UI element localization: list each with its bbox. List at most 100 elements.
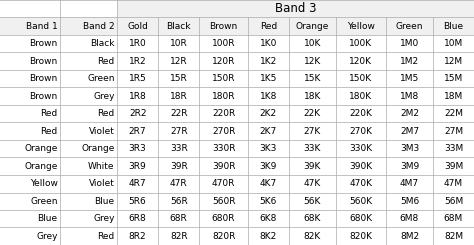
Text: 10R: 10R (170, 39, 188, 48)
Text: 3K9: 3K9 (260, 162, 277, 171)
Text: 18R: 18R (170, 92, 188, 101)
Text: Black: Black (90, 39, 115, 48)
Text: Yellow: Yellow (30, 179, 58, 188)
Text: 270R: 270R (212, 127, 235, 136)
Text: 470R: 470R (212, 179, 235, 188)
Text: 2M2: 2M2 (400, 109, 419, 118)
Text: 82M: 82M (444, 232, 463, 241)
Text: Violet: Violet (89, 179, 115, 188)
Text: 68M: 68M (444, 214, 463, 223)
Text: Brown: Brown (29, 57, 58, 66)
Text: 4K7: 4K7 (260, 179, 277, 188)
Text: 390K: 390K (349, 162, 373, 171)
Text: 5M6: 5M6 (400, 197, 419, 206)
Text: 82R: 82R (170, 232, 188, 241)
Text: 39M: 39M (444, 162, 463, 171)
Text: Grey: Grey (36, 232, 58, 241)
Text: 12M: 12M (444, 57, 463, 66)
Text: 8K2: 8K2 (260, 232, 277, 241)
Text: 560K: 560K (349, 197, 373, 206)
Text: 6R8: 6R8 (129, 214, 146, 223)
Text: 33K: 33K (304, 144, 321, 153)
Text: 15M: 15M (444, 74, 463, 83)
Text: 8R2: 8R2 (129, 232, 146, 241)
Bar (117, 0, 474, 17)
Text: 5R6: 5R6 (129, 197, 146, 206)
Text: 1M0: 1M0 (400, 39, 419, 48)
Text: 1K8: 1K8 (260, 92, 277, 101)
Text: 330R: 330R (212, 144, 235, 153)
Text: Grey: Grey (93, 92, 115, 101)
Text: 470K: 470K (349, 179, 373, 188)
Text: Blue: Blue (37, 214, 58, 223)
Text: 22R: 22R (170, 109, 188, 118)
Text: Band 2: Band 2 (83, 22, 115, 31)
Text: 18M: 18M (444, 92, 463, 101)
Text: 1R2: 1R2 (129, 57, 146, 66)
Text: 100K: 100K (349, 39, 373, 48)
Text: Red: Red (40, 109, 58, 118)
Text: 15R: 15R (170, 74, 188, 83)
Text: 3M9: 3M9 (400, 162, 419, 171)
Text: 47K: 47K (304, 179, 321, 188)
Text: 6K8: 6K8 (260, 214, 277, 223)
Text: 22K: 22K (304, 109, 321, 118)
Text: 560R: 560R (212, 197, 235, 206)
Text: Orange: Orange (82, 144, 115, 153)
Text: Red: Red (40, 127, 58, 136)
Text: 1K5: 1K5 (260, 74, 277, 83)
Text: 56R: 56R (170, 197, 188, 206)
Text: Orange: Orange (24, 144, 58, 153)
Text: 180R: 180R (212, 92, 235, 101)
Text: 56K: 56K (304, 197, 321, 206)
Text: Yellow: Yellow (347, 22, 375, 31)
Text: Violet: Violet (89, 127, 115, 136)
Text: 4R7: 4R7 (129, 179, 146, 188)
Text: 68R: 68R (170, 214, 188, 223)
Text: Green: Green (30, 197, 58, 206)
Text: Red: Red (98, 57, 115, 66)
Text: 330K: 330K (349, 144, 373, 153)
Text: 3R9: 3R9 (129, 162, 146, 171)
Text: Band 3: Band 3 (275, 2, 316, 15)
Text: 1K2: 1K2 (260, 57, 277, 66)
Text: 56M: 56M (444, 197, 463, 206)
Bar (0, 17, 474, 35)
Text: Brown: Brown (210, 22, 237, 31)
Text: 1M2: 1M2 (400, 57, 419, 66)
Text: 18K: 18K (304, 92, 321, 101)
Text: 12R: 12R (170, 57, 188, 66)
Text: 820R: 820R (212, 232, 235, 241)
Text: 3M3: 3M3 (400, 144, 419, 153)
Text: 39R: 39R (170, 162, 188, 171)
Text: 150R: 150R (212, 74, 235, 83)
Text: 220R: 220R (212, 109, 235, 118)
Text: 39K: 39K (304, 162, 321, 171)
Text: 2R7: 2R7 (129, 127, 146, 136)
Text: Green: Green (87, 74, 115, 83)
Text: 10M: 10M (444, 39, 463, 48)
Text: 2M7: 2M7 (400, 127, 419, 136)
Text: 390R: 390R (212, 162, 235, 171)
Text: 8M2: 8M2 (400, 232, 419, 241)
Text: 220K: 220K (349, 109, 373, 118)
Text: Black: Black (166, 22, 191, 31)
Text: Orange: Orange (24, 162, 58, 171)
Text: Red: Red (98, 232, 115, 241)
Text: 120K: 120K (349, 57, 373, 66)
Text: White: White (88, 162, 115, 171)
Text: 47M: 47M (444, 179, 463, 188)
Text: Gold: Gold (127, 22, 148, 31)
Text: Blue: Blue (443, 22, 464, 31)
Text: 1M8: 1M8 (400, 92, 419, 101)
Text: 150K: 150K (349, 74, 373, 83)
Text: 15K: 15K (304, 74, 321, 83)
Text: Brown: Brown (29, 74, 58, 83)
Text: 47R: 47R (170, 179, 188, 188)
Text: 820K: 820K (349, 232, 373, 241)
Text: 120R: 120R (212, 57, 235, 66)
Text: 180K: 180K (349, 92, 373, 101)
Text: 6M8: 6M8 (400, 214, 419, 223)
Text: 680K: 680K (349, 214, 373, 223)
Text: 2R2: 2R2 (129, 109, 146, 118)
